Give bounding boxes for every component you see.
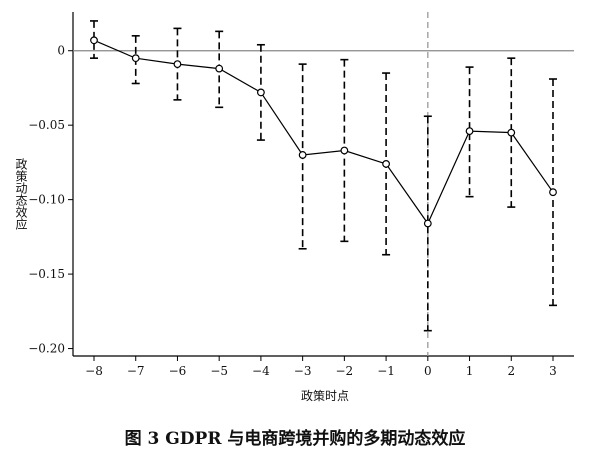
data-point xyxy=(340,146,349,155)
y-axis-title: 政策动态效应 xyxy=(14,158,28,230)
data-point xyxy=(507,128,516,137)
data-point xyxy=(549,188,557,197)
data-point xyxy=(257,88,265,97)
y-tick-label: −0.05 xyxy=(28,118,65,132)
figure-caption: 图 3 GDPR 与电商跨境并购的多期动态效应 xyxy=(124,429,466,449)
data-point xyxy=(215,64,224,73)
data-point xyxy=(382,159,390,168)
x-tick-label: −4 xyxy=(252,364,270,378)
x-tick-label: 3 xyxy=(549,364,557,378)
chart: 0 −0.05 −0.10 −0.15 −0.20 −8 −7 −6 −5 −4 −3 −2 −1 0 1 2… xyxy=(28,12,574,403)
data-point xyxy=(423,219,432,228)
y-tick-label: −0.10 xyxy=(28,193,65,207)
data-point xyxy=(465,127,474,136)
x-tick-label: −6 xyxy=(169,364,187,378)
data-point xyxy=(90,36,98,45)
x-tick-label: −5 xyxy=(210,364,228,378)
y-tick-label: −0.15 xyxy=(28,267,65,281)
y-tick-label: −0.20 xyxy=(28,342,65,356)
x-tick-label: 2 xyxy=(507,364,515,378)
chart-marks xyxy=(90,20,557,332)
data-point xyxy=(131,54,140,63)
series-line xyxy=(93,39,554,225)
x-axis-title: 政策时点 xyxy=(301,389,349,403)
data-point xyxy=(173,60,182,69)
x-tick-label: −7 xyxy=(127,364,145,378)
x-tick-label: 0 xyxy=(424,364,432,378)
x-tick-label: −2 xyxy=(336,364,354,378)
x-tick-label: −3 xyxy=(294,364,312,378)
y-tick-label: 0 xyxy=(57,44,65,58)
x-tick-label: −8 xyxy=(85,364,103,378)
x-tick-label: 1 xyxy=(466,364,474,378)
axes: 0 −0.05 −0.10 −0.15 −0.20 −8 −7 −6 −5 −4 −3 −2 −1 0 1 2… xyxy=(28,12,574,378)
data-point xyxy=(298,151,307,159)
x-tick-label: −1 xyxy=(377,364,395,378)
